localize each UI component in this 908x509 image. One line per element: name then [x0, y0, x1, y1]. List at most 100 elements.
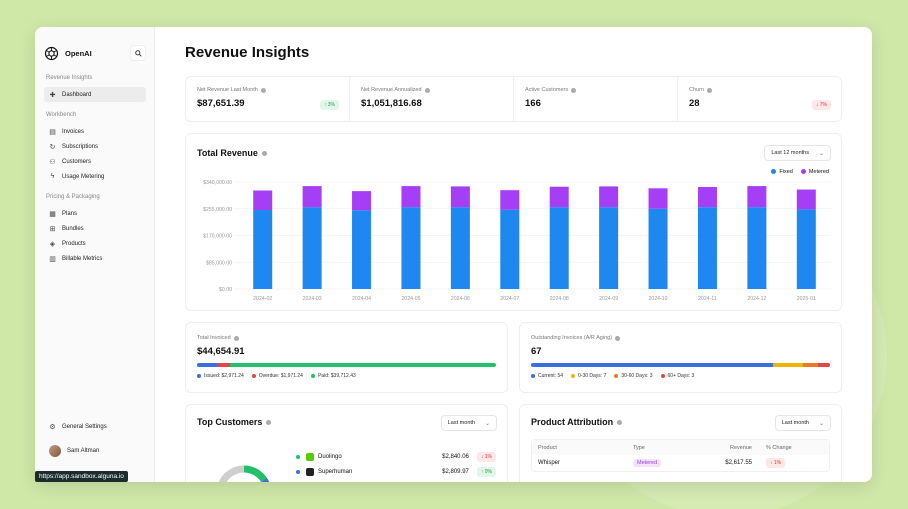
sidebar-item-label: Products: [62, 240, 86, 247]
chevron-down-icon: ⌄: [818, 150, 824, 157]
kpi-net-revenue-last-month: Net Revenue Last Month $87,651.39 ↑ 3%: [186, 77, 350, 121]
sidebar-item-products[interactable]: ◈ Products: [44, 236, 146, 251]
x-tick-label: 2024-05: [401, 296, 420, 302]
legend-item: 60+ Days: 3: [660, 373, 694, 379]
sidebar-item-label: Customers: [62, 158, 92, 165]
customer-name: Superhuman: [318, 468, 353, 475]
chart-legend: Fixed Metered: [771, 169, 829, 175]
kpi-label: Net Revenue Last Month: [197, 87, 258, 93]
delta-badge: ↓ 1%: [476, 451, 496, 462]
column-header: Revenue: [729, 444, 752, 451]
sidebar-item-label: Usage Metering: [62, 173, 105, 180]
table-header: Product Type Revenue % Change: [532, 440, 829, 455]
outstanding-invoices-card: Outstanding Invoices (A/R Aging) 67 Curr…: [519, 322, 842, 393]
sidebar-item-customers[interactable]: ⚇ Customers: [44, 154, 146, 169]
bar-segment: [216, 363, 230, 367]
x-tick-label: 2024-12: [747, 296, 766, 302]
sidebar-item-label: General Settings: [62, 423, 107, 430]
table-row[interactable]: Whisper Metered $2,617.55 ↓ 1%: [532, 455, 829, 471]
revenue-range-select[interactable]: Last 12 months ⌄: [764, 145, 831, 161]
top-customers-range-select[interactable]: Last month ⌄: [440, 415, 497, 431]
sidebar-item-label: Plans: [62, 210, 78, 217]
list-item[interactable]: Superhuman $2,809.97 ↑ 0%: [296, 464, 496, 479]
sidebar-item-label: Billable Metrics: [62, 255, 103, 262]
invoice-status-legend: Issued: $2,971.24 Overdue: $1,971.24 Paid:…: [197, 373, 496, 379]
sidebar: OpenAI Revenue Insights ✚ Dashboard Work…: [35, 27, 155, 482]
invoice-icon: ▤: [49, 128, 56, 136]
info-icon[interactable]: [617, 419, 623, 425]
bar-metered: [302, 186, 322, 208]
sidebar-item-general-settings[interactable]: ⚙ General Settings: [44, 419, 146, 434]
sidebar-item-invoices[interactable]: ▤ Invoices: [44, 124, 146, 139]
card-title: Top Customers: [197, 417, 263, 427]
kpi-value: 166: [525, 98, 541, 109]
legend-item: Overdue: $1,971.24: [251, 373, 303, 379]
delta-badge: ↑ 0%: [476, 466, 496, 477]
info-icon[interactable]: [260, 87, 266, 93]
delta-badge: ↑ 3%: [319, 100, 339, 110]
chevron-down-icon: ⌄: [484, 420, 490, 427]
card-label: Outstanding Invoices (A/R Aging): [531, 335, 613, 341]
nav-section-title: Pricing & Packaging: [46, 194, 100, 200]
search-button[interactable]: [130, 45, 146, 61]
kpi-churn: Churn 28 ↓ 7%: [678, 77, 841, 121]
column-header: Type: [633, 444, 645, 451]
bar-fixed: [549, 207, 569, 289]
column-header: % Change: [766, 444, 792, 451]
customers-donut-chart: [218, 465, 270, 482]
nav-section-title: Workbench: [46, 112, 77, 118]
info-icon[interactable]: [266, 419, 272, 425]
y-tick-label: $255,000.00: [203, 207, 232, 213]
invoice-status-bar: [197, 363, 496, 367]
customer-name: Duolingo: [318, 453, 342, 460]
legend-item-fixed: Fixed: [771, 169, 793, 175]
bar-fixed: [302, 207, 322, 289]
sidebar-item-subscriptions[interactable]: ↻ Subscriptions: [44, 139, 146, 154]
sidebar-item-bundles[interactable]: ⊞ Bundles: [44, 221, 146, 236]
bundle-icon: ⊞: [49, 225, 56, 233]
bar-fixed: [747, 207, 767, 289]
x-tick-label: 2024-07: [500, 296, 519, 302]
grid-icon: ▦: [49, 210, 56, 218]
nav-section-title: Revenue Insights: [46, 75, 93, 81]
customer-list: Duolingo $2,840.06 ↓ 1% Superhuman $2,809.97…: [296, 449, 496, 479]
bar-metered: [747, 186, 767, 208]
info-icon[interactable]: [571, 87, 577, 93]
user-name: Sam Altman: [67, 447, 100, 454]
bar-metered: [648, 188, 668, 209]
sidebar-item-usage-metering[interactable]: ϟ Usage Metering: [44, 169, 146, 184]
info-icon[interactable]: [615, 335, 621, 341]
attribution-table: Product Type Revenue % Change Whisper Me…: [531, 439, 830, 472]
legend-item: Current: 54: [531, 373, 563, 379]
card-title: Product Attribution: [531, 417, 614, 427]
info-icon[interactable]: [706, 87, 712, 93]
info-icon[interactable]: [233, 335, 239, 341]
customer-logo-icon: [306, 467, 314, 476]
user-profile[interactable]: Sam Altman: [44, 443, 146, 458]
select-value: Last 12 months: [771, 150, 809, 156]
kpi-label: Net Revenue Annualized: [361, 87, 422, 93]
info-icon[interactable]: [424, 87, 430, 93]
card-label: Total Invoiced: [197, 335, 231, 341]
attribution-range-select[interactable]: Last month ⌄: [774, 415, 831, 431]
brand-name: OpenAI: [65, 48, 92, 58]
sidebar-item-billable-metrics[interactable]: ▥ Billable Metrics: [44, 251, 146, 266]
total-invoiced-value: $44,654.91: [197, 346, 245, 357]
x-tick-label: 2024-10: [649, 296, 668, 302]
brand-header: OpenAI: [44, 43, 146, 63]
kpi-card: Net Revenue Last Month $87,651.39 ↑ 3% N…: [185, 76, 842, 122]
sidebar-footer: ⚙ General Settings Sam Altman: [44, 419, 146, 458]
sidebar-item-plans[interactable]: ▦ Plans: [44, 206, 146, 221]
bar-fixed: [352, 210, 372, 289]
sidebar-item-dashboard[interactable]: ✚ Dashboard: [44, 87, 146, 102]
aging-bar: [531, 363, 830, 367]
info-icon[interactable]: [261, 150, 267, 156]
list-item[interactable]: Duolingo $2,840.06 ↓ 1%: [296, 449, 496, 464]
status-bar-url: https://app.sandbox.alguna.io: [35, 471, 128, 482]
y-tick-label: $85,000.00: [206, 260, 232, 266]
bar-fixed: [450, 207, 470, 289]
legend-item: Paid: $39,712.43: [310, 373, 356, 379]
bar-metered: [450, 186, 470, 208]
bar-metered: [401, 186, 421, 208]
x-tick-label: 2024-03: [303, 296, 322, 302]
